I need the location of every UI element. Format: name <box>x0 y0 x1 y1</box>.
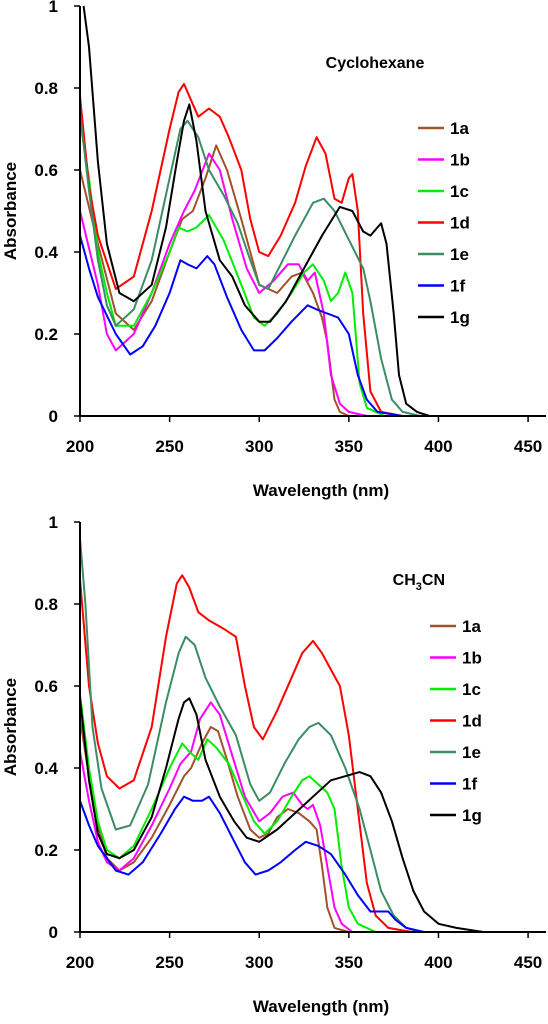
solvent-label: CH3CN <box>393 572 445 593</box>
series-line-1a <box>79 144 546 417</box>
solvent-label: Cyclohexane <box>326 55 425 72</box>
x-tick-label: 450 <box>514 437 542 456</box>
series-line-1c <box>79 694 546 933</box>
y-tick-label: 0.4 <box>34 243 58 262</box>
x-tick-label: 300 <box>245 953 273 972</box>
y-tick-label: 0.2 <box>34 325 58 344</box>
x-tick-label: 400 <box>424 437 452 456</box>
series-group <box>79 5 546 417</box>
legend-label-1g: 1g <box>450 308 470 327</box>
x-tick-label: 350 <box>335 437 363 456</box>
series-line-1e <box>79 538 546 933</box>
chart-panel-1: 200 250 300 350 400 450 0 0.2 0.4 0.6 0.8 1 Waveleng… <box>1 0 546 500</box>
legend-label-1c: 1c <box>450 182 469 201</box>
legend-label-1e: 1e <box>462 743 481 762</box>
legend-label-1e: 1e <box>450 245 469 264</box>
x-tick-label: 250 <box>155 437 183 456</box>
legend: 1a 1b 1c 1d 1e 1f 1g <box>430 617 482 825</box>
y-tick-label: 0.6 <box>34 161 58 180</box>
series-line-1b <box>79 701 546 933</box>
chart-panel-2: 200 250 300 350 400 450 0 0.2 0.4 0.6 0.8 1 Waveleng… <box>1 513 546 1016</box>
legend-label-1f: 1f <box>450 277 465 296</box>
x-axis-title: Wavelength (nm) <box>253 481 389 500</box>
series-line-1c <box>79 120 546 417</box>
series-line-1d <box>79 82 546 417</box>
series-line-1g <box>79 697 546 933</box>
y-tick-label: 0.8 <box>34 595 58 614</box>
series-line-1g <box>82 5 546 417</box>
series-line-1a <box>79 718 546 933</box>
legend-label-1d: 1d <box>462 712 482 731</box>
y-tick-label: 1 <box>49 0 58 16</box>
x-tick-label: 400 <box>424 953 452 972</box>
x-tick-label: 200 <box>66 953 94 972</box>
legend-label-1b: 1b <box>462 649 482 668</box>
series-group <box>79 538 546 933</box>
legend-label-1f: 1f <box>462 775 477 794</box>
legend-label-1d: 1d <box>450 214 470 233</box>
x-tick-label: 350 <box>335 953 363 972</box>
legend-label-1a: 1a <box>450 119 469 138</box>
legend-label-1g: 1g <box>462 806 482 825</box>
legend-label-1c: 1c <box>462 680 481 699</box>
y-tick-label: 1 <box>49 513 58 532</box>
y-tick-label: 0.4 <box>34 759 58 778</box>
x-tick-label: 450 <box>514 953 542 972</box>
x-axis-title: Wavelength (nm) <box>253 997 389 1016</box>
y-axis-title: Absorbance <box>1 678 20 776</box>
y-axis-title: Absorbance <box>1 162 20 260</box>
legend-label-1b: 1b <box>450 151 470 170</box>
y-tick-label: 0.6 <box>34 677 58 696</box>
legend: 1a 1b 1c 1d 1e 1f 1g <box>418 119 470 327</box>
y-tick-label: 0 <box>49 923 58 942</box>
x-tick-label: 200 <box>66 437 94 456</box>
y-tick-label: 0 <box>49 407 58 426</box>
series-line-1f <box>79 795 546 933</box>
y-tick-label: 0.2 <box>34 841 58 860</box>
series-line-1b <box>79 152 546 417</box>
x-tick-label: 250 <box>155 953 183 972</box>
y-tick-label: 0.8 <box>34 79 58 98</box>
x-tick-label: 300 <box>245 437 273 456</box>
legend-label-1a: 1a <box>462 617 481 636</box>
series-line-1e <box>79 112 546 417</box>
series-line-1f <box>79 235 546 417</box>
